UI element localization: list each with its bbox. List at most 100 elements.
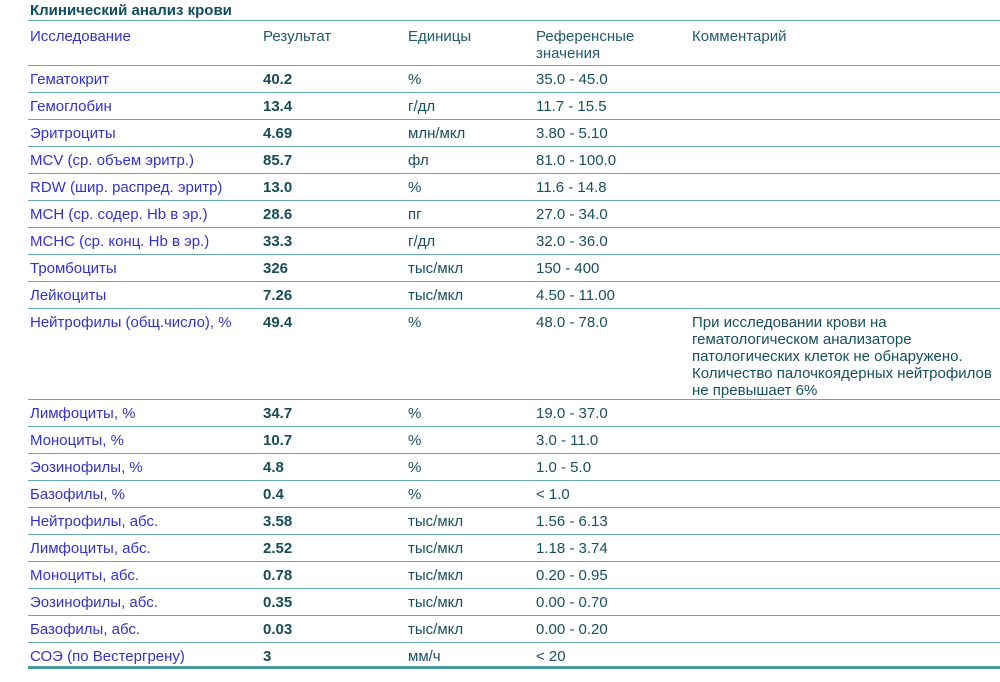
units-cell: % (408, 432, 422, 449)
table-row: Базофилы, абс. 0.03 тыс/мкл 0.00 - 0.20 (28, 616, 1000, 643)
reference-range-cell: 0.20 - 0.95 (536, 567, 608, 584)
result-cell: 49.4 (263, 314, 293, 331)
column-header-comment: Комментарий (692, 28, 787, 45)
comment-cell (692, 513, 1000, 534)
test-name-cell: Базофилы, абс. (30, 621, 141, 638)
result-cell: 3.58 (263, 513, 293, 530)
comment-cell (692, 98, 1000, 119)
reference-range-cell: 27.0 - 34.0 (536, 206, 608, 223)
units-cell: тыс/мкл (408, 567, 464, 584)
reference-range-cell: 81.0 - 100.0 (536, 152, 617, 169)
test-name-cell: Нейтрофилы (общ.число), % (30, 314, 232, 331)
units-cell: тыс/мкл (408, 594, 464, 611)
table-row: Эритроциты 4.69 млн/мкл 3.80 - 5.10 (28, 120, 1000, 147)
column-header-result: Результат (263, 28, 332, 45)
comment-cell (692, 206, 1000, 227)
result-cell: 3 (263, 648, 272, 665)
test-name-cell: Базофилы, % (30, 486, 125, 503)
test-name-cell: Лимфоциты, % (30, 405, 136, 422)
comment-cell (692, 287, 1000, 308)
test-name-cell: Моноциты, абс. (30, 567, 140, 584)
result-cell: 0.78 (263, 567, 293, 584)
table-row: MCV (ср. объем эритр.) 85.7 фл 81.0 - 100.0 (28, 147, 1000, 174)
column-header-test: Исследование (30, 28, 131, 45)
comment-cell (692, 233, 1000, 254)
units-cell: % (408, 71, 422, 88)
table-row: Нейтрофилы, абс. 3.58 тыс/мкл 1.56 - 6.13 (28, 508, 1000, 535)
result-cell: 326 (263, 260, 289, 277)
comment-cell (692, 594, 1000, 615)
reference-range-cell: 19.0 - 37.0 (536, 405, 608, 422)
reference-range-cell: < 1.0 (536, 486, 570, 503)
units-cell: % (408, 179, 422, 196)
test-name-cell: Эозинофилы, % (30, 459, 143, 476)
test-name-cell: СОЭ (по Вестергрену) (30, 648, 185, 665)
result-cell: 7.26 (263, 287, 293, 304)
table-row: Моноциты, абс. 0.78 тыс/мкл 0.20 - 0.95 (28, 562, 1000, 589)
comment-cell (692, 567, 1000, 588)
reference-range-cell: < 20 (536, 648, 566, 665)
reference-range-cell: 32.0 - 36.0 (536, 233, 608, 250)
units-cell: г/дл (408, 98, 436, 115)
reference-range-cell: 35.0 - 45.0 (536, 71, 608, 88)
result-cell: 10.7 (263, 432, 293, 449)
units-cell: % (408, 486, 422, 503)
comment-cell (692, 432, 1000, 453)
units-cell: пг (408, 206, 422, 223)
units-cell: фл (408, 152, 429, 169)
table-row: Эозинофилы, абс. 0.35 тыс/мкл 0.00 - 0.70 (28, 589, 1000, 616)
table-row: MCH (ср. содер. Hb в эр.) 28.6 пг 27.0 - 34… (28, 201, 1000, 228)
table-row: RDW (шир. распред. эритр) 13.0% 11.6 - 14.… (28, 174, 1000, 201)
test-name-cell: Лимфоциты, абс. (30, 540, 151, 557)
comment-cell (692, 486, 1000, 507)
report-title: Клинический анализ крови (28, 0, 1000, 21)
test-name-cell: Тромбоциты (30, 260, 117, 277)
result-cell: 34.7 (263, 405, 293, 422)
units-cell: мм/ч (408, 648, 441, 665)
table-row: Гематокрит 40.2% 35.0 - 45.0 (28, 66, 1000, 93)
column-header-reference: Референсные значения (536, 28, 635, 62)
reference-range-cell: 150 - 400 (536, 260, 600, 277)
reference-range-cell: 4.50 - 11.00 (536, 287, 615, 304)
comment-cell (692, 260, 1000, 281)
units-cell: % (408, 405, 422, 422)
table-row: Лимфоциты, % 34.7% 19.0 - 37.0 (28, 400, 1000, 427)
reference-range-cell: 3.0 - 11.0 (536, 432, 599, 449)
table-row: Базофилы, % 0.4% < 1.0 (28, 481, 1000, 508)
reference-range-cell: 1.0 - 5.0 (536, 459, 592, 476)
results-table: Исследование Результат Единицы Референсн… (28, 21, 1000, 669)
test-name-cell: Гемоглобин (30, 98, 112, 115)
comment-cell (692, 540, 1000, 561)
result-cell: 85.7 (263, 152, 293, 169)
table-row: Лейкоциты 7.26 тыс/мкл 4.50 - 11.00 (28, 282, 1000, 309)
result-cell: 0.35 (263, 594, 293, 611)
units-cell: % (408, 314, 422, 331)
reference-range-cell: 1.56 - 6.13 (536, 513, 608, 530)
table-row: Лимфоциты, абс. 2.52 тыс/мкл 1.18 - 3.74 (28, 535, 1000, 562)
table-row: Тромбоциты 326 тыс/мкл 150 - 400 (28, 255, 1000, 282)
test-name-cell: MCHC (ср. конц. Hb в эр.) (30, 233, 210, 250)
units-cell: тыс/мкл (408, 513, 464, 530)
units-cell: млн/мкл (408, 125, 466, 142)
test-name-cell: Эритроциты (30, 125, 116, 142)
comment-cell (692, 152, 1000, 173)
test-name-cell: Моноциты, % (30, 432, 124, 449)
result-cell: 40.2 (263, 71, 293, 88)
test-name-cell: MCH (ср. содер. Hb в эр.) (30, 206, 208, 223)
result-cell: 33.3 (263, 233, 293, 250)
units-cell: тыс/мкл (408, 260, 464, 277)
reference-range-cell: 0.00 - 0.20 (536, 621, 608, 638)
table-header-row: Исследование Результат Единицы Референсн… (28, 21, 1000, 66)
comment-cell (692, 648, 1000, 666)
table-row: Эозинофилы, % 4.8% 1.0 - 5.0 (28, 454, 1000, 481)
units-cell: % (408, 459, 422, 476)
result-cell: 4.69 (263, 125, 293, 142)
reference-range-cell: 48.0 - 78.0 (536, 314, 608, 331)
comment-cell (692, 179, 1000, 200)
table-row: Моноциты, % 10.7% 3.0 - 11.0 (28, 427, 1000, 454)
comment-cell: При исследовании крови на гематологическ… (692, 314, 992, 399)
reference-range-cell: 3.80 - 5.10 (536, 125, 608, 142)
units-cell: тыс/мкл (408, 540, 464, 557)
comment-cell (692, 71, 1000, 92)
